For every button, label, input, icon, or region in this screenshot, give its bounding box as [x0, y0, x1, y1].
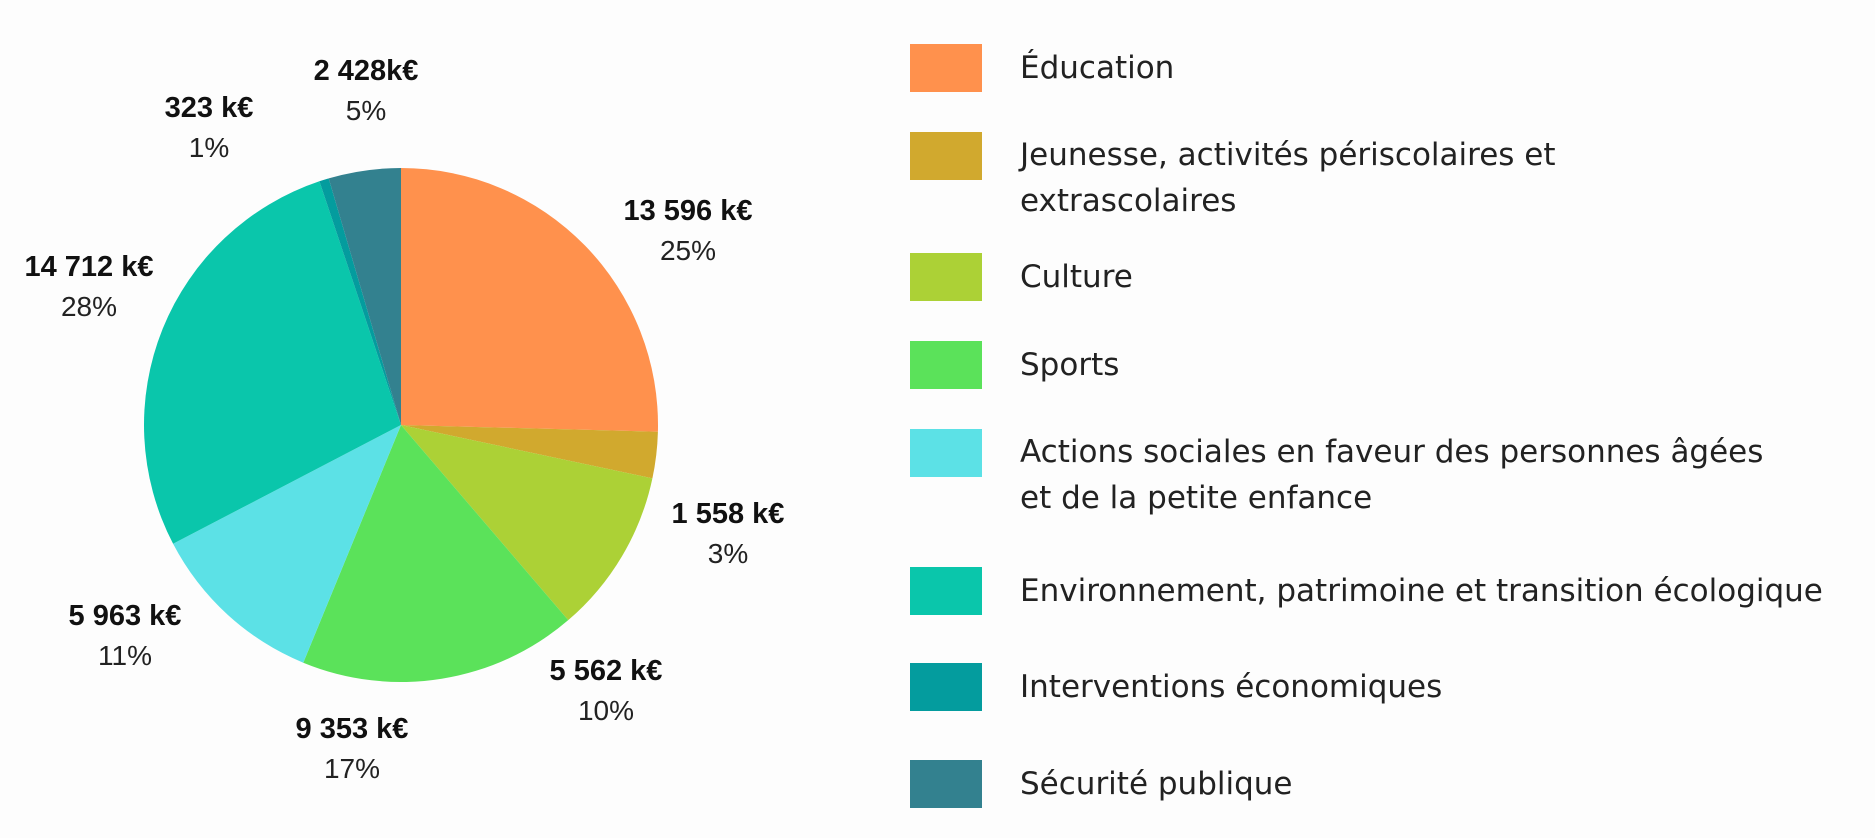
legend-item-jeunesse: Jeunesse, activités périscolaires et ext… [910, 132, 1556, 224]
slice-value-label: 9 353 k€ [296, 713, 409, 745]
slice-value-label: 323 k€ [165, 92, 254, 124]
legend-item-actions-sociales: Actions sociales en faveur des personnes… [910, 429, 1763, 521]
legend-swatch [910, 132, 982, 180]
legend-swatch [910, 760, 982, 808]
slice-percent-label: 11% [98, 640, 152, 671]
slice-percent-label: 5% [346, 95, 386, 126]
legend-item-interventions: Interventions économiques [910, 663, 1442, 711]
legend-swatch [910, 253, 982, 301]
slice-percent-label: 17% [324, 753, 380, 784]
pie-slices [143, 168, 658, 682]
slice-value-label: 5 562 k€ [550, 655, 663, 687]
pie-labels: 13 596 k€ 25% 1 558 k€ 3% 5 562 k€ 10% 9 353 k… [24, 55, 784, 784]
slice-value-label: 1 558 k€ [672, 498, 785, 530]
slice-value-label: 2 428k€ [314, 55, 419, 87]
legend-label: Éducation [1020, 50, 1175, 86]
legend-swatch [910, 663, 982, 711]
pie-slice-4 [173, 425, 401, 663]
pie-slice-1 [401, 425, 658, 479]
slice-value-label: 14 712 k€ [24, 251, 153, 283]
legend-label: Sécurité publique [1020, 766, 1293, 802]
legend-item-environnement: Environnement, patrimoine et transition … [910, 567, 1823, 615]
legend-label: Actions sociales en faveur des personnes… [1020, 434, 1764, 516]
legend: Éducation Jeunesse, activités périscolai… [910, 0, 1870, 838]
legend-item-securite: Sécurité publique [910, 760, 1293, 808]
legend-label: Environnement, patrimoine et transition … [1020, 573, 1823, 609]
slice-percent-label: 28% [61, 291, 117, 322]
legend-item-culture: Culture [910, 253, 1133, 301]
pie-slice-0 [401, 168, 658, 432]
legend-swatch [910, 44, 982, 92]
slice-percent-label: 25% [660, 235, 716, 266]
slice-percent-label: 3% [708, 538, 748, 569]
legend-swatch [910, 429, 982, 477]
pie-slice-5 [143, 181, 402, 544]
pie-slice-3 [303, 425, 569, 682]
legend-item-education: Éducation [910, 44, 1174, 92]
slice-percent-label: 1% [189, 132, 229, 163]
slice-percent-label: 10% [578, 695, 634, 726]
legend-label: Jeunesse, activités périscolaires et ext… [1020, 137, 1556, 219]
legend-swatch [910, 567, 982, 615]
legend-swatch [910, 341, 982, 389]
legend-label: Culture [1020, 259, 1133, 295]
legend-item-sports: Sports [910, 341, 1119, 389]
pie-slice-2 [401, 425, 653, 621]
pie-slice-7 [328, 168, 401, 425]
slice-value-label: 13 596 k€ [623, 195, 752, 227]
legend-label: Sports [1020, 347, 1120, 383]
pie-slice-6 [319, 178, 401, 425]
legend-label: Interventions économiques [1020, 669, 1443, 705]
slice-value-label: 5 963 k€ [69, 600, 182, 632]
